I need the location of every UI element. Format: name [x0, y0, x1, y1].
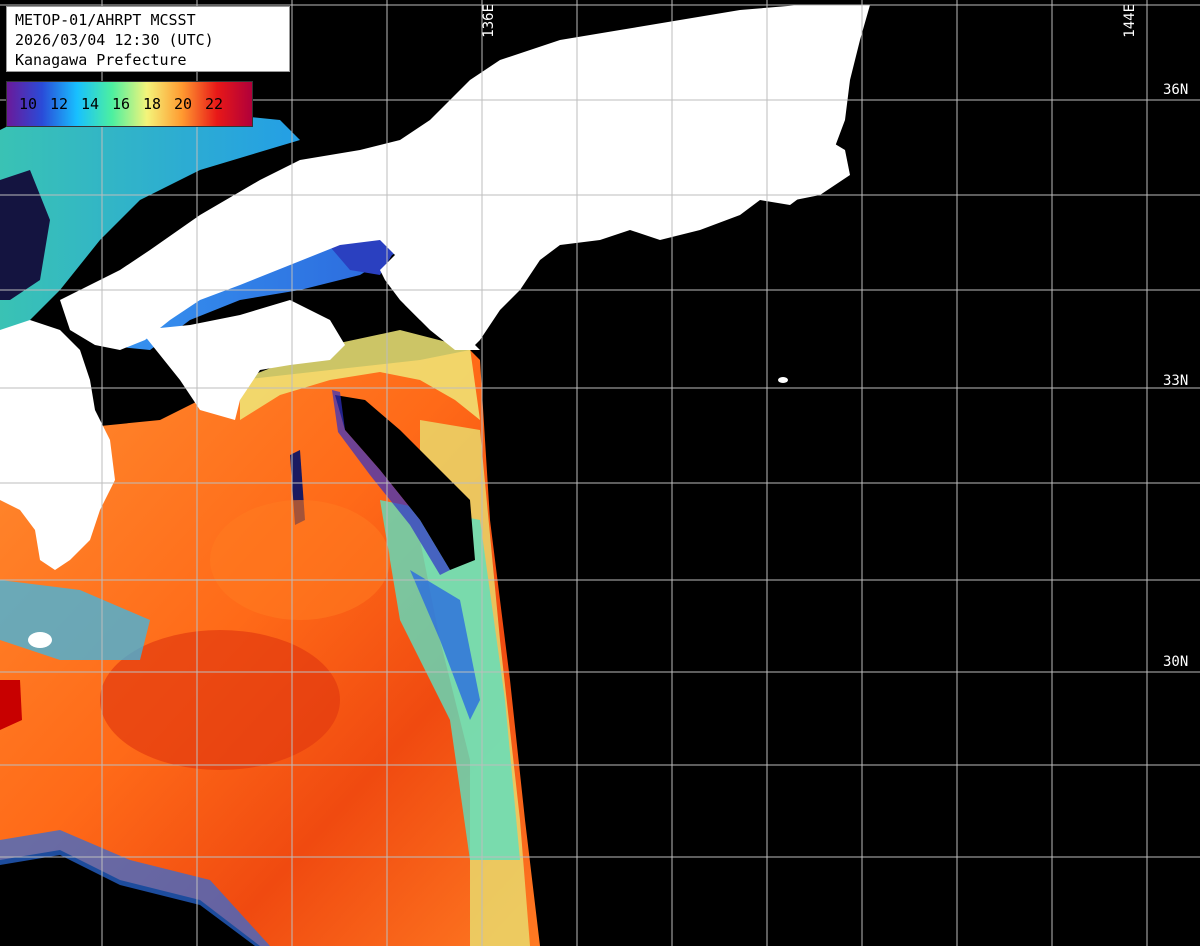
- land-islet-1: [28, 632, 52, 648]
- legend-tick-10: 10: [19, 95, 38, 113]
- sst-belt-cyan: [380, 500, 520, 860]
- lat-label-36n: 36N: [1163, 82, 1189, 98]
- land-islet-2: [778, 377, 788, 383]
- land-islet-3: [822, 91, 838, 99]
- legend-tick-12: 12: [50, 95, 69, 113]
- land-shikoku: [140, 300, 345, 420]
- temperature-color-legend: 10 12 14 16 18 20 22: [6, 81, 253, 127]
- observation-datetime: 2026/03/04 12:30 (UTC): [15, 31, 214, 49]
- legend-tick-18: 18: [143, 95, 162, 113]
- legend-tick-14: 14: [81, 95, 100, 113]
- sw-cold-band-rim: [0, 830, 270, 946]
- title-box: METOP-01/AHRPT MCSST 2026/03/04 12:30 (U…: [6, 6, 290, 72]
- cold-eddy-1-rim: [332, 390, 450, 575]
- land-kyushu: [0, 320, 115, 570]
- satellite-product-title: METOP-01/AHRPT MCSST: [15, 11, 196, 29]
- land-honshu: [60, 5, 870, 350]
- land-boso: [780, 135, 850, 200]
- land-kii-peninsula: [380, 260, 480, 350]
- lon-label-136e: 136E: [481, 4, 497, 38]
- sst-band-yellow: [240, 330, 480, 420]
- sea-of-japan-dark: [0, 170, 50, 300]
- legend-tick-20: 20: [174, 95, 193, 113]
- sw-cold-band: [0, 850, 260, 946]
- sw-red-patch: [0, 680, 22, 730]
- sea-of-japan-sst: [0, 100, 300, 330]
- lon-label-144e: 144E: [1122, 4, 1138, 38]
- legend-tick-22: 22: [205, 95, 224, 113]
- lat-label-33n: 33N: [1163, 373, 1189, 389]
- region-name: Kanagawa Prefecture: [15, 51, 187, 69]
- warm-core-2: [210, 500, 390, 620]
- legend-tick-16: 16: [112, 95, 131, 113]
- lat-label-30n: 30N: [1163, 654, 1189, 670]
- cold-filament-3: [410, 570, 480, 720]
- warm-core: [100, 630, 340, 770]
